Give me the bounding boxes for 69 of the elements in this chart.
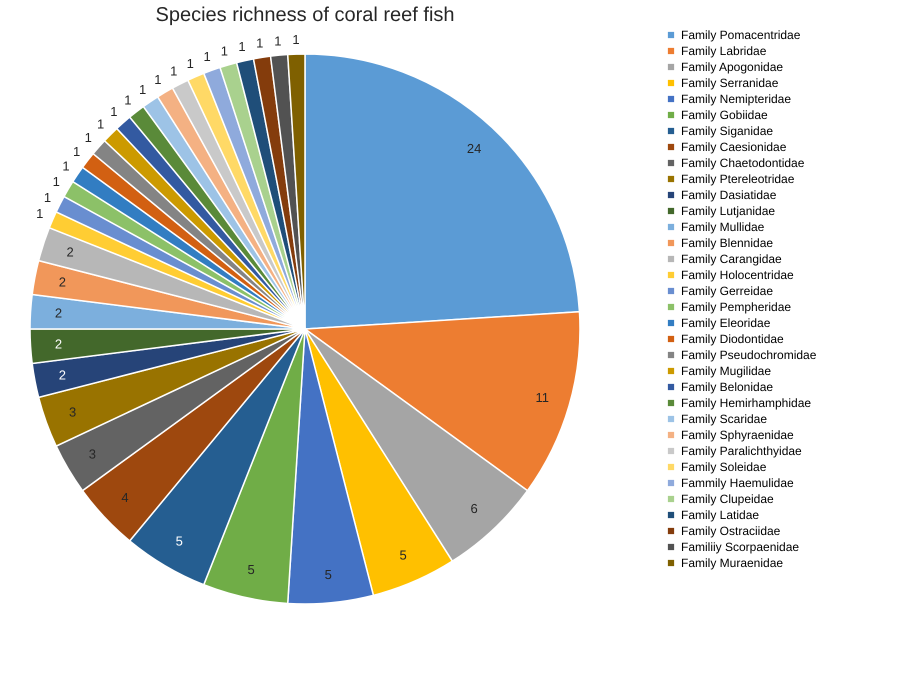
data-label: 1	[124, 92, 132, 108]
legend-label: Family Caesionidae	[681, 140, 787, 154]
data-label: 2	[58, 274, 66, 290]
data-label: 1	[44, 190, 52, 205]
data-label: 1	[62, 158, 70, 174]
data-label: 2	[58, 367, 66, 382]
data-label: 1	[154, 72, 162, 88]
legend-label: Family Eleoridae	[681, 316, 771, 330]
data-label: 1	[170, 64, 178, 78]
legend-label: Familiiy Scorpaenidae	[681, 540, 800, 554]
legend-label: Family Chaetodontidae	[681, 156, 805, 170]
legend-label: Family Paralichthyidae	[681, 444, 802, 458]
data-label: 4	[121, 490, 129, 506]
legend-label: Family Dasiatidae	[681, 188, 777, 202]
data-label: 1	[97, 116, 104, 132]
legend-label: Family Serranidae	[681, 76, 779, 90]
legend-label: Family Mugilidae	[681, 364, 772, 378]
data-label: 1	[138, 82, 146, 97]
data-label: 3	[68, 404, 76, 420]
data-label: 5	[399, 548, 407, 563]
data-label: 1	[203, 49, 211, 64]
legend-label: Family Diodontidae	[681, 332, 784, 346]
chart-title: Species richness of coral reef fish	[155, 4, 455, 26]
legend-label: Family Pseudochromidae	[681, 348, 817, 362]
data-label: 1	[238, 38, 246, 54]
legend-label: Family Ptereleotridae	[681, 172, 795, 186]
legend-label: Family Gobiidae	[681, 108, 768, 122]
legend-label: Family Lutjanidae	[681, 204, 776, 218]
data-label: 1	[274, 33, 282, 48]
legend-label: Family Clupeidae	[681, 492, 774, 506]
legend-label: Family Pomacentridae	[681, 28, 801, 42]
data-label: 1	[220, 43, 228, 58]
data-label: 1	[292, 32, 300, 48]
legend-label: Family Ostraciidae	[681, 524, 781, 538]
legend-label: Family Sphyraenidae	[681, 428, 794, 442]
data-label: 1	[36, 206, 44, 222]
data-label: 11	[535, 390, 549, 405]
legend-label: Family Pempheridae	[681, 300, 792, 314]
data-label: 1	[73, 144, 80, 159]
legend-label: Fammily Haemulidae	[681, 476, 794, 490]
legend-label: Family Nemipteridae	[681, 92, 792, 106]
legend-label: Family Latidae	[681, 508, 760, 522]
legend-label: Family Hemirhamphidae	[681, 396, 812, 410]
data-label: 5	[324, 566, 332, 582]
data-label: 1	[186, 56, 194, 71]
legend-label: Family Blennidae	[681, 236, 774, 250]
legend-label: Family Scaridae	[681, 412, 768, 426]
legend-label: Family Labridae	[681, 44, 767, 58]
data-label: 1	[52, 174, 60, 189]
data-label: 1	[110, 104, 118, 120]
legend-label: Family Belonidae	[681, 380, 774, 394]
legend-label: Family Siganidae	[681, 124, 774, 138]
data-label: 1	[256, 36, 264, 51]
legend-label: Family Muraenidae	[681, 556, 784, 570]
data-label: 1	[84, 130, 92, 145]
data-label: 3	[88, 446, 96, 462]
legend-label: Family Holocentridae	[681, 268, 794, 282]
legend-label: Family Soleidae	[681, 460, 767, 474]
data-label: 6	[470, 501, 478, 516]
data-label: 2	[54, 336, 62, 352]
legend-label: Family Carangidae	[681, 252, 782, 266]
data-label: 24	[466, 140, 482, 156]
data-label: 2	[66, 244, 74, 260]
data-label: 5	[248, 562, 255, 578]
data-label: 2	[54, 305, 62, 320]
data-label: 5	[176, 534, 183, 549]
legend-label: Family Gerreidae	[681, 284, 774, 298]
legend-label: Family Mullidae	[681, 220, 765, 234]
legend-label: Family Apogonidae	[681, 60, 784, 74]
